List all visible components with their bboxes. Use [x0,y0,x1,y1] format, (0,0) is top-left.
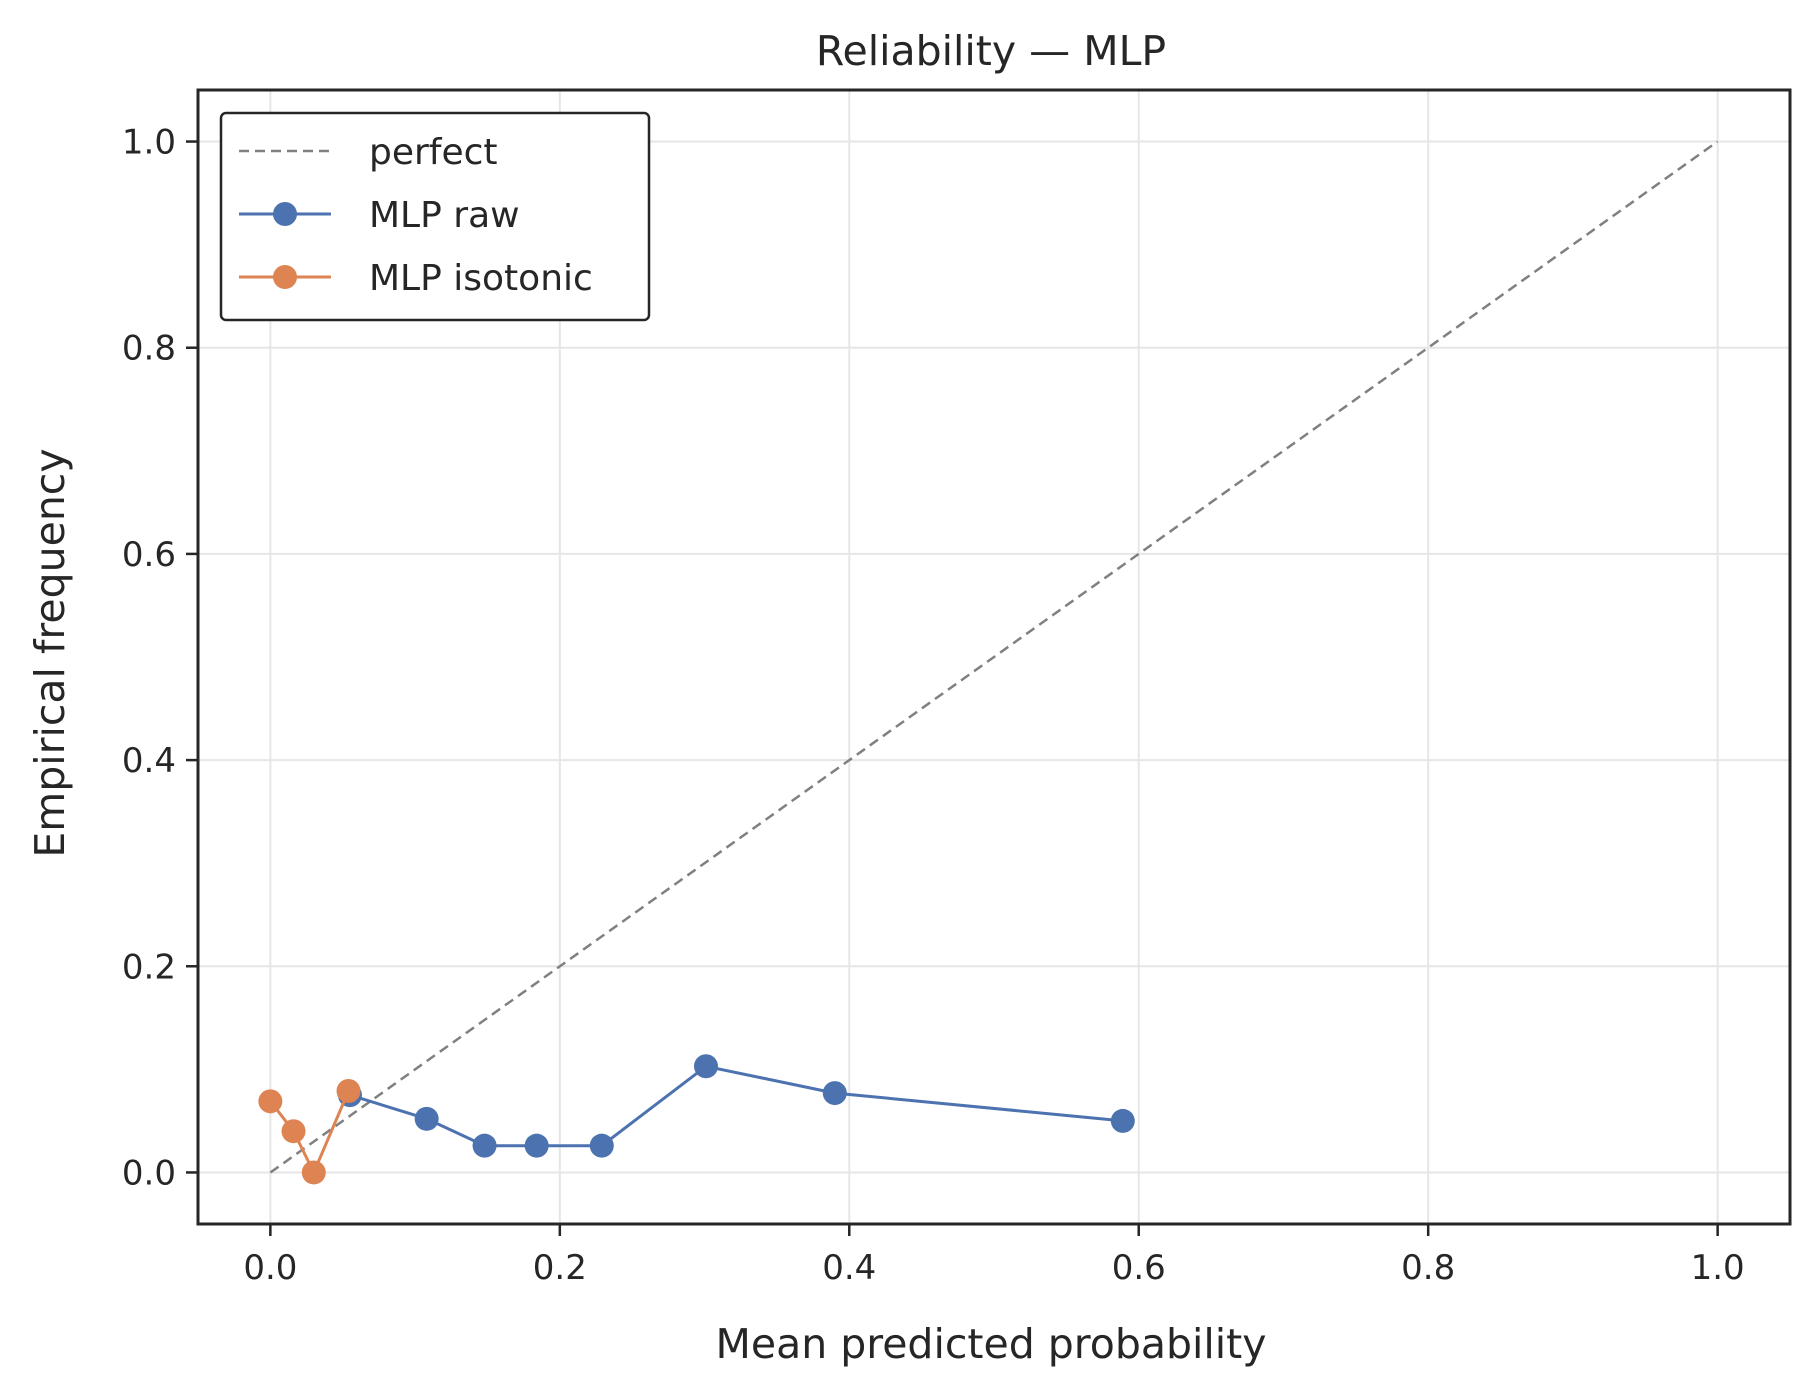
series-mlp-isotonic [258,1079,361,1185]
data-point-mlp-raw [589,1133,614,1158]
series-line-perfect [269,140,1719,1174]
y-tick-label: 0.8 [122,329,176,369]
legend-marker-mlp-isotonic [273,265,297,289]
x-tick-label: 0.6 [1112,1248,1166,1288]
legend-marker-mlp-raw [273,202,297,226]
data-point-mlp-raw [472,1133,497,1158]
y-axis-label: Empirical frequency [26,448,74,857]
data-point-mlp-isotonic [301,1160,326,1185]
chart-title: Reliability — MLP [816,27,1166,75]
y-tick-label: 0.4 [122,741,176,781]
x-tick-label: 1.0 [1691,1248,1745,1288]
data-point-mlp-raw [1110,1108,1135,1133]
data-point-mlp-raw [822,1081,847,1106]
series-line-mlp-isotonic [269,1090,350,1177]
series-perfect [269,140,1719,1174]
data-point-mlp-raw [524,1133,549,1158]
y-tick-label: 0.6 [122,535,176,575]
legend-label-mlp-isotonic: MLP isotonic [369,258,593,299]
x-axis-label: Mean predicted probability [715,1320,1266,1368]
plot-series [258,140,1719,1185]
y-tick-label: 1.0 [122,123,176,163]
data-point-mlp-raw [693,1054,718,1079]
legend-label-perfect: perfect [369,132,498,173]
x-tick-label: 0.2 [533,1248,587,1288]
y-tick-label: 0.0 [122,1153,176,1193]
data-point-mlp-isotonic [336,1079,361,1104]
data-point-mlp-isotonic [258,1089,283,1114]
x-tick-label: 0.4 [822,1248,876,1288]
data-point-mlp-isotonic [281,1119,306,1144]
grid [198,90,1790,1224]
y-tick-label: 0.2 [122,947,176,987]
x-tick-label: 0.0 [243,1248,297,1288]
legend: perfect MLP raw MLP isotonic [219,111,651,322]
legend-label-mlp-raw: MLP raw [369,195,520,236]
axis-ticks: 0.0 0.2 0.4 0.6 0.8 1.0 0.0 0.2 0.4 0.6 0.8 1.0 [122,123,1745,1288]
data-point-mlp-raw [414,1106,439,1131]
legend-box [219,111,651,322]
x-tick-label: 0.8 [1401,1248,1455,1288]
plot-frame [196,88,1792,1226]
